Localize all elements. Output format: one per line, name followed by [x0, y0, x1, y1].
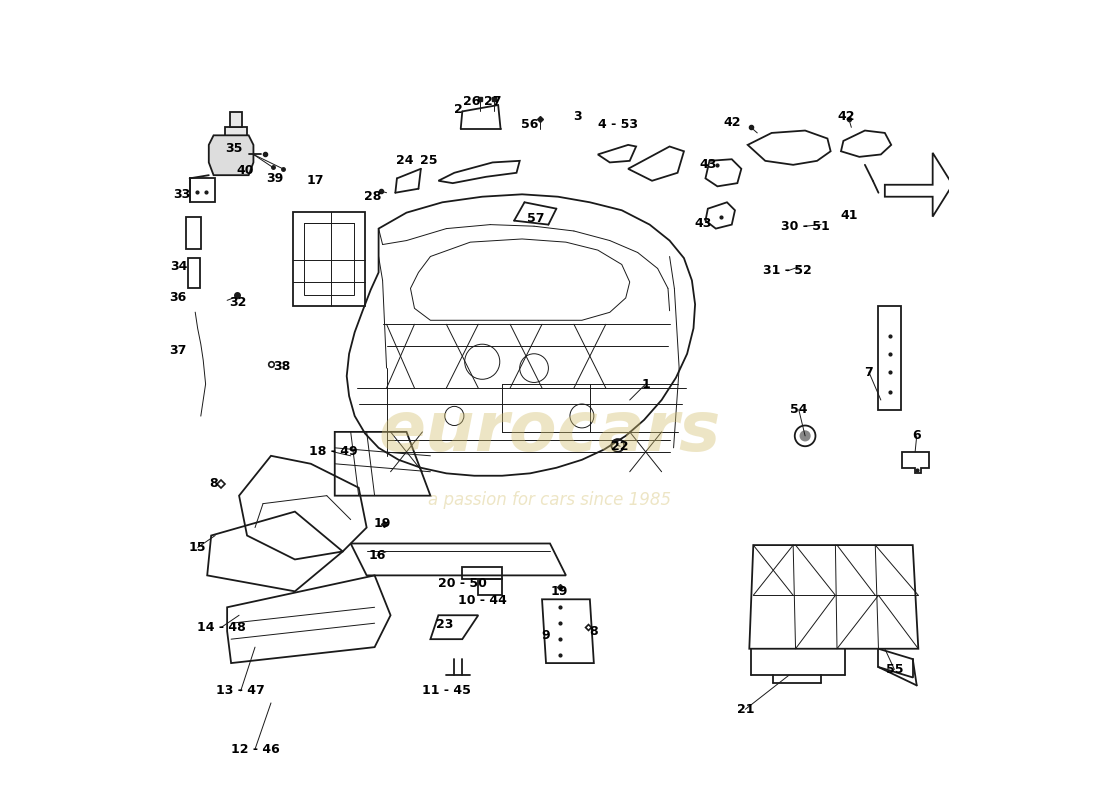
Text: 36: 36 [169, 291, 186, 305]
Text: 13 - 47: 13 - 47 [217, 685, 265, 698]
Text: a passion for cars since 1985: a passion for cars since 1985 [428, 490, 672, 509]
Text: 8: 8 [590, 625, 598, 638]
Text: 34: 34 [170, 259, 188, 273]
Bar [879, 306, 901, 410]
Bar [224, 126, 248, 157]
Text: 32: 32 [229, 296, 246, 310]
Text: 24: 24 [396, 154, 414, 167]
Text: 30 - 51: 30 - 51 [781, 220, 829, 233]
Text: 37: 37 [169, 344, 186, 357]
Text: 4 - 53: 4 - 53 [597, 118, 638, 131]
Text: 54: 54 [790, 403, 807, 416]
Text: 6: 6 [912, 430, 921, 442]
Text: 40: 40 [236, 164, 254, 177]
Text: 11 - 45: 11 - 45 [422, 685, 471, 698]
Text: 19: 19 [374, 517, 392, 530]
Text: 43: 43 [694, 217, 712, 230]
Bar [478, 579, 503, 595]
Bar [294, 212, 365, 306]
Text: eurocars: eurocars [378, 398, 722, 466]
Text: 57: 57 [527, 212, 544, 225]
Text: 43: 43 [700, 158, 716, 171]
Text: 33: 33 [173, 188, 190, 201]
Bar [230, 112, 242, 126]
Text: 42: 42 [838, 110, 856, 123]
Text: 17: 17 [306, 174, 323, 187]
Text: 39: 39 [266, 172, 284, 185]
Text: 2: 2 [454, 102, 463, 115]
Text: 42: 42 [723, 116, 740, 129]
Text: 41: 41 [840, 209, 858, 222]
Text: 38: 38 [273, 360, 290, 373]
Text: 14 - 48: 14 - 48 [197, 621, 246, 634]
Text: 20 - 50: 20 - 50 [438, 577, 486, 590]
Polygon shape [209, 135, 253, 175]
Bar [189, 178, 216, 202]
Text: 12 - 46: 12 - 46 [231, 742, 279, 756]
Text: 26: 26 [463, 94, 481, 107]
Text: 15: 15 [189, 541, 207, 554]
Text: 8: 8 [209, 478, 218, 490]
Text: 31 - 52: 31 - 52 [763, 264, 812, 278]
Text: 7: 7 [865, 366, 873, 378]
Text: 35: 35 [224, 142, 242, 155]
Text: 27: 27 [484, 94, 502, 107]
Text: 28: 28 [364, 190, 382, 203]
Bar [305, 223, 354, 294]
Bar [187, 217, 201, 249]
Text: 23: 23 [436, 618, 453, 631]
Text: 55: 55 [886, 663, 903, 676]
Circle shape [800, 430, 811, 442]
Bar [188, 258, 200, 288]
Text: 22: 22 [612, 440, 629, 453]
Text: 3: 3 [573, 110, 582, 123]
Text: 18 - 49: 18 - 49 [309, 446, 358, 458]
Text: 10 - 44: 10 - 44 [458, 594, 507, 607]
Text: 25: 25 [420, 154, 438, 167]
Text: 56: 56 [521, 118, 539, 131]
Text: 21: 21 [737, 703, 755, 716]
Text: 19: 19 [551, 585, 569, 598]
Bar [462, 567, 503, 579]
Text: 9: 9 [541, 629, 550, 642]
Text: 16: 16 [368, 549, 386, 562]
Text: 1: 1 [641, 378, 650, 390]
